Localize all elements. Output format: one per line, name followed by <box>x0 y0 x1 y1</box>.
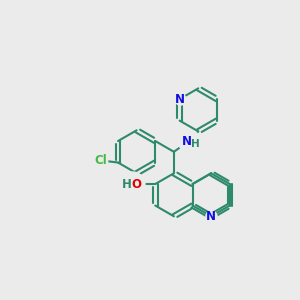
Text: Cl: Cl <box>94 154 107 167</box>
Text: N: N <box>175 93 184 106</box>
Text: N: N <box>206 210 216 223</box>
Text: H: H <box>122 178 131 190</box>
Text: O: O <box>131 178 141 190</box>
Text: H: H <box>191 139 200 149</box>
Text: N: N <box>182 134 192 148</box>
